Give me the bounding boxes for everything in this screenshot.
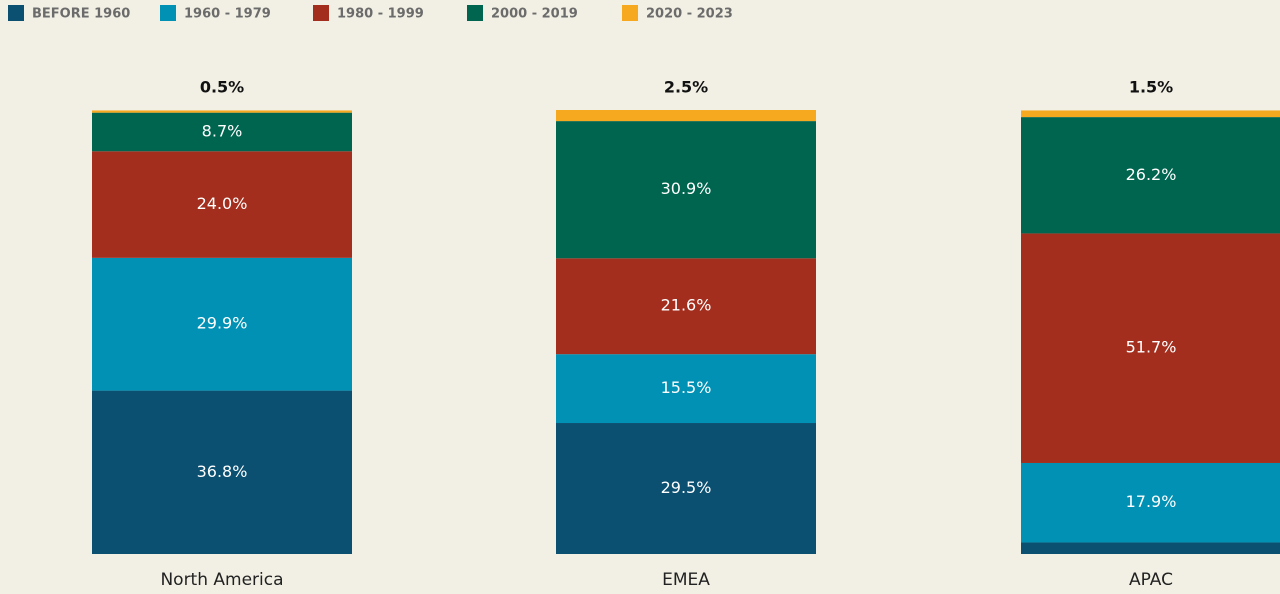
x-tick-label: EMEA [662, 570, 710, 590]
x-tick-label: North America [160, 570, 283, 590]
data-label: 0.5% [200, 78, 244, 97]
bar-segment [556, 121, 816, 259]
bar-segment [556, 423, 816, 554]
legend-swatch [160, 5, 176, 21]
data-label: 17.9% [1126, 492, 1177, 511]
bar-segment [1021, 233, 1280, 463]
bar-segment [92, 151, 352, 258]
data-label: 26.2% [1126, 165, 1177, 184]
legend-label: 1980 - 1999 [337, 7, 424, 22]
data-label: 15.5% [661, 378, 712, 397]
bar-segment [92, 110, 352, 113]
legend-swatch [622, 5, 638, 21]
x-tick-label: APAC [1129, 570, 1173, 590]
bar-segment [556, 110, 816, 122]
bar-segment [556, 354, 816, 424]
legend-swatch [8, 5, 24, 21]
data-label: 21.6% [661, 296, 712, 315]
data-label: 8.7% [202, 121, 243, 140]
data-label: 30.9% [661, 179, 712, 198]
bar-segment [1021, 542, 1280, 554]
bar-segment [1021, 110, 1280, 118]
data-label: 29.5% [661, 478, 712, 497]
data-label: 24.0% [197, 194, 248, 213]
data-label: 1.5% [1129, 78, 1173, 97]
legend-label: 1960 - 1979 [184, 7, 271, 22]
bar-segment [1021, 462, 1280, 543]
bar-segment [92, 390, 352, 554]
legend-label: 2000 - 2019 [491, 7, 578, 22]
legend-label: 2020 - 2023 [646, 7, 733, 22]
data-label: 36.8% [197, 462, 248, 481]
data-label: 29.9% [197, 314, 248, 333]
legend-swatch [467, 5, 483, 21]
bar-segment [92, 112, 352, 152]
data-label: 51.7% [1126, 338, 1177, 357]
bar-segment [556, 258, 816, 355]
legend-label: BEFORE 1960 [32, 7, 130, 22]
data-label: 2.5% [664, 78, 708, 97]
bar-segment [1021, 117, 1280, 234]
legend-swatch [313, 5, 329, 21]
bar-segment [92, 257, 352, 391]
